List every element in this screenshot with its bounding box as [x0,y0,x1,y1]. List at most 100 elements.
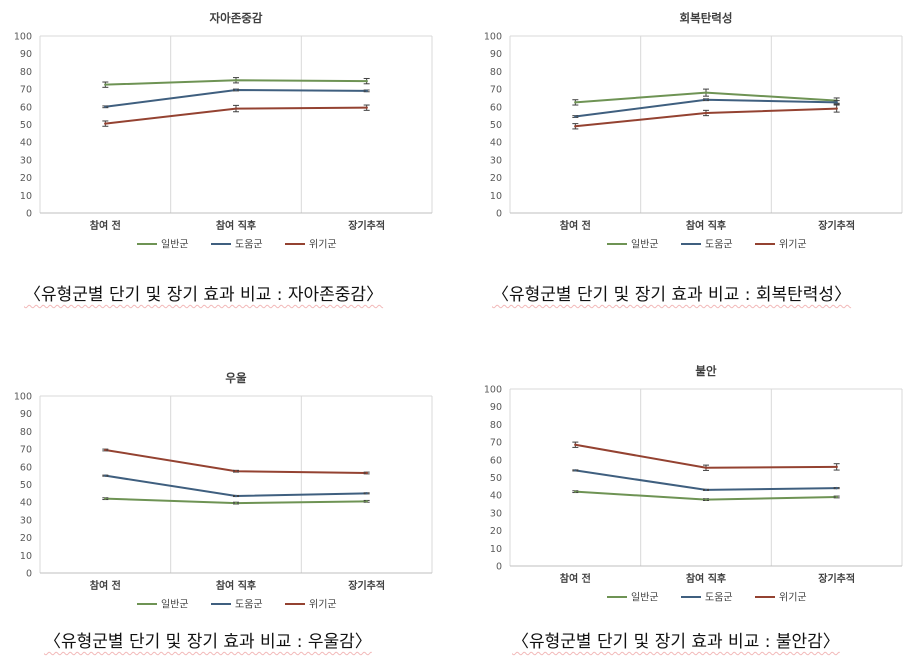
x-tick-label: 참여 직후 [686,572,726,585]
y-tick-label: 70 [490,85,502,96]
y-tick-label: 40 [490,491,502,502]
y-tick-label: 50 [490,473,502,484]
x-tick-label: 참여 전 [560,572,591,585]
y-tick-label: 50 [20,480,32,491]
data-point [104,448,107,452]
chart-title: 우울 [225,371,247,385]
chart-svg: 우울 0 10 20 30 40 50 60 70 80 90 100 참여 전 참여 직후 장기추적일반군… [14,371,433,611]
x-tick-label: 참여 전 [90,579,121,592]
y-tick-label: 90 [490,49,502,60]
y-tick-label: 60 [490,455,502,466]
data-point [574,115,577,118]
data-point [835,101,838,104]
y-tick-label: 10 [490,191,502,202]
x-tick-label: 장기추적 [348,579,385,592]
legend-label: 일반군 [161,599,189,611]
data-point [234,494,238,498]
x-tick-label: 참여 전 [560,219,591,232]
data-point [234,501,238,505]
data-point [704,466,708,469]
data-point [104,83,107,86]
legend-label: 위기군 [779,591,807,604]
data-point [574,490,577,493]
data-point [365,500,368,503]
y-tick-label: 20 [20,173,32,184]
legend-label: 도움군 [235,239,263,251]
legend-label: 도움군 [705,239,733,251]
data-point [104,105,107,109]
chart-svg: 자아존중감 0 10 20 30 40 50 60 70 80 90 100 참여 전 참여 직후 장기추적… [14,11,433,251]
y-tick-label: 100 [484,32,502,43]
y-tick-label: 70 [20,85,32,96]
data-point [365,492,368,495]
y-tick-label: 80 [20,67,32,78]
y-tick-label: 30 [490,155,502,166]
y-tick-label: 0 [26,569,32,580]
data-point [704,91,708,94]
chart-title: 자아존중감 [210,11,263,25]
series-line [575,443,837,469]
x-tick-label: 참여 직후 [216,219,256,232]
legend-label: 도움군 [705,592,733,604]
legend-label: 위기군 [309,598,337,611]
y-tick-label: 100 [484,385,502,396]
y-tick-label: 40 [20,138,32,149]
chart-svg: 불안 0 10 20 30 40 50 60 70 80 90 100 참여 전 참여 직후 장기추적일반군… [484,364,903,604]
y-tick-label: 100 [14,392,32,403]
caption-resilience: 〈유형군별 단기 및 장기 효과 비교 : 회복탄력성〉 [492,285,852,305]
caption-anxiety: 〈유형군별 단기 및 장기 효과 비교 : 불안감〉 [512,632,840,652]
y-tick-label: 10 [490,544,502,555]
y-tick-label: 90 [20,49,32,60]
y-tick-label: 60 [490,102,502,113]
y-tick-label: 0 [496,209,502,220]
x-tick-label: 장기추적 [348,219,385,232]
y-tick-label: 50 [490,120,502,131]
y-tick-label: 20 [20,533,32,544]
y-tick-label: 70 [20,445,32,456]
y-tick-label: 0 [26,209,32,220]
chart-title: 불안 [695,364,717,378]
y-tick-label: 70 [490,438,502,449]
legend-label: 일반군 [161,239,189,251]
y-tick-label: 10 [20,551,32,562]
x-tick-label: 장기추적 [818,219,855,232]
x-tick-label: 참여 직후 [216,579,256,592]
data-point [104,122,107,125]
data-point [234,470,238,473]
y-tick-label: 0 [496,562,502,573]
series-line [575,469,837,491]
data-point [835,107,838,110]
caption-self-esteem: 〈유형군별 단기 및 장기 효과 비교 : 자아존중감〉 [24,285,384,305]
data-point [704,498,708,501]
chart-depression: 우울 0 10 20 30 40 50 60 70 80 90 100 참여 전 참여 직후 장기추적 일반군… [0,360,445,620]
y-tick-label: 60 [20,102,32,113]
y-tick-label: 100 [14,32,32,43]
series-line [105,88,367,108]
legend-label: 위기군 [309,238,337,251]
chart-resilience: 회복탄력성 0 10 20 30 40 50 60 70 80 90 100 참여 전 참여 직후 장기추적… [470,0,915,260]
series-line [105,448,367,474]
data-point [365,79,368,83]
x-tick-label: 참여 직후 [686,219,726,232]
data-point [234,79,238,82]
data-point [574,125,577,128]
series-line [105,474,367,498]
y-tick-label: 20 [490,173,502,184]
data-point [574,443,577,446]
caption-depression: 〈유형군별 단기 및 장기 효과 비교 : 우울감〉 [44,632,372,652]
data-point [704,488,708,492]
data-point [365,471,368,475]
y-tick-label: 40 [20,498,32,509]
legend-label: 일반군 [631,592,659,604]
y-tick-label: 50 [20,120,32,131]
y-tick-label: 30 [20,155,32,166]
y-tick-label: 90 [490,402,502,413]
data-point [835,486,838,490]
y-tick-label: 20 [490,526,502,537]
y-tick-label: 30 [490,508,502,519]
y-tick-label: 80 [490,420,502,431]
y-tick-label: 40 [490,138,502,149]
y-tick-label: 90 [20,409,32,420]
x-tick-label: 장기추적 [818,572,855,585]
